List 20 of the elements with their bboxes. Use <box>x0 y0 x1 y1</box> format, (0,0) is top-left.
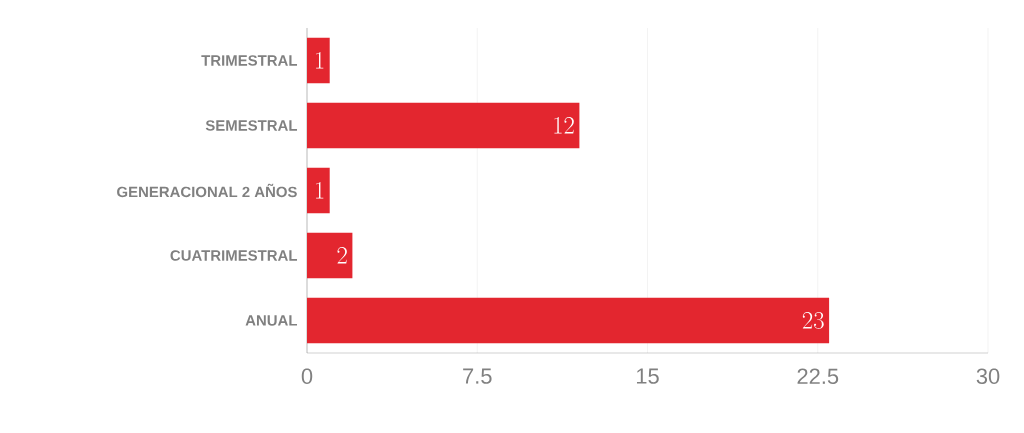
bar <box>307 297 830 344</box>
x-tick-label: 0 <box>301 368 313 385</box>
bar <box>307 167 330 214</box>
y-tick-label: TRIMESTRAL <box>201 55 298 66</box>
x-tick-label: 15 <box>636 368 659 384</box>
y-tick-label: ANUAL <box>245 315 298 326</box>
x-tick-label: 22.5 <box>797 368 839 385</box>
data-label: 1 <box>315 182 324 199</box>
bar <box>307 37 330 84</box>
data-label: 2 <box>337 247 347 264</box>
x-tick-label: 7.5 <box>463 368 492 384</box>
y-tick-label: SEMESTRAL <box>205 120 298 131</box>
bar <box>307 232 353 279</box>
x-tick-label: 30 <box>976 368 1000 385</box>
data-label: 1 <box>315 52 324 69</box>
y-tick-label: CUATRIMESTRAL <box>170 250 298 261</box>
y-tick-label: GENERACIONAL 2 AÑOS <box>117 183 297 198</box>
data-label: 12 <box>554 117 574 134</box>
bar <box>307 102 580 149</box>
data-label: 23 <box>802 312 824 329</box>
